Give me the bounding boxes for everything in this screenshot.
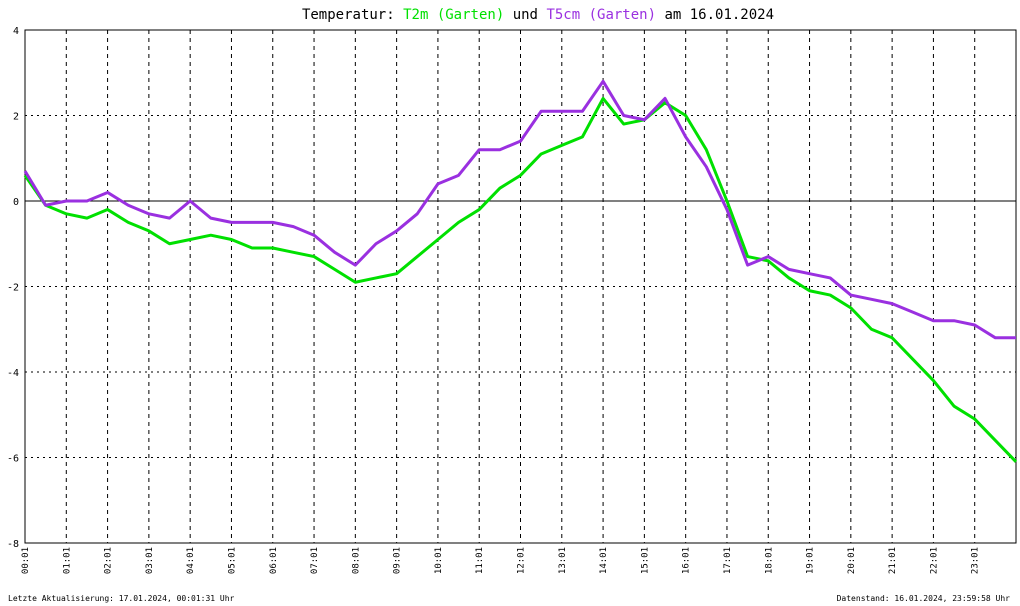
x-tick-label: 04:01 <box>186 547 196 574</box>
y-tick-label: 0 <box>13 197 19 208</box>
y-tick-label: 4 <box>13 26 19 37</box>
x-tick-label: 03:01 <box>145 547 155 574</box>
x-tick-label: 19:01 <box>806 547 816 574</box>
y-tick-label: -2 <box>7 283 19 294</box>
x-tick-label: 11:01 <box>475 547 485 574</box>
x-tick-label: 16:01 <box>682 547 692 574</box>
chart-title: Temperatur: T2m (Garten) und T5cm (Garte… <box>302 7 774 23</box>
y-tick-label: -4 <box>7 368 19 379</box>
x-tick-label: 00:01 <box>21 547 31 574</box>
x-tick-label: 05:01 <box>227 547 237 574</box>
x-tick-label: 09:01 <box>393 547 403 574</box>
x-tick-label: 14:01 <box>599 547 609 574</box>
y-tick-label: -8 <box>7 539 19 550</box>
x-tick-label: 01:01 <box>62 547 72 574</box>
x-tick-label: 10:01 <box>434 547 444 574</box>
x-tick-label: 08:01 <box>351 547 361 574</box>
footer-left: Letzte Aktualisierung: 17.01.2024, 00:01… <box>8 594 235 603</box>
x-tick-label: 22:01 <box>929 547 939 574</box>
title-series: T2m (Garten) <box>403 7 504 23</box>
series-line <box>23 96 1018 463</box>
x-tick-label: 20:01 <box>847 547 857 574</box>
y-tick-label: -6 <box>7 454 19 465</box>
title-text: und <box>513 7 538 23</box>
series-line <box>23 79 1016 340</box>
footer-right: Datenstand: 16.01.2024, 23:59:58 Uhr <box>837 594 1011 603</box>
x-tick-label: 07:01 <box>310 547 320 574</box>
x-tick-label: 23:01 <box>971 547 981 574</box>
x-tick-label: 18:01 <box>764 547 774 574</box>
x-tick-label: 17:01 <box>723 547 733 574</box>
x-tick-label: 21:01 <box>888 547 898 574</box>
x-tick-label: 12:01 <box>517 547 527 574</box>
title-series: T5cm (Garten) <box>546 7 656 23</box>
title-text: Temperatur: <box>302 7 395 23</box>
y-tick-label: 2 <box>13 112 19 123</box>
title-text: am 16.01.2024 <box>664 7 774 23</box>
x-tick-label: 02:01 <box>104 547 114 574</box>
x-tick-label: 13:01 <box>558 547 568 574</box>
x-tick-label: 15:01 <box>640 547 650 574</box>
x-tick-label: 06:01 <box>269 547 279 574</box>
